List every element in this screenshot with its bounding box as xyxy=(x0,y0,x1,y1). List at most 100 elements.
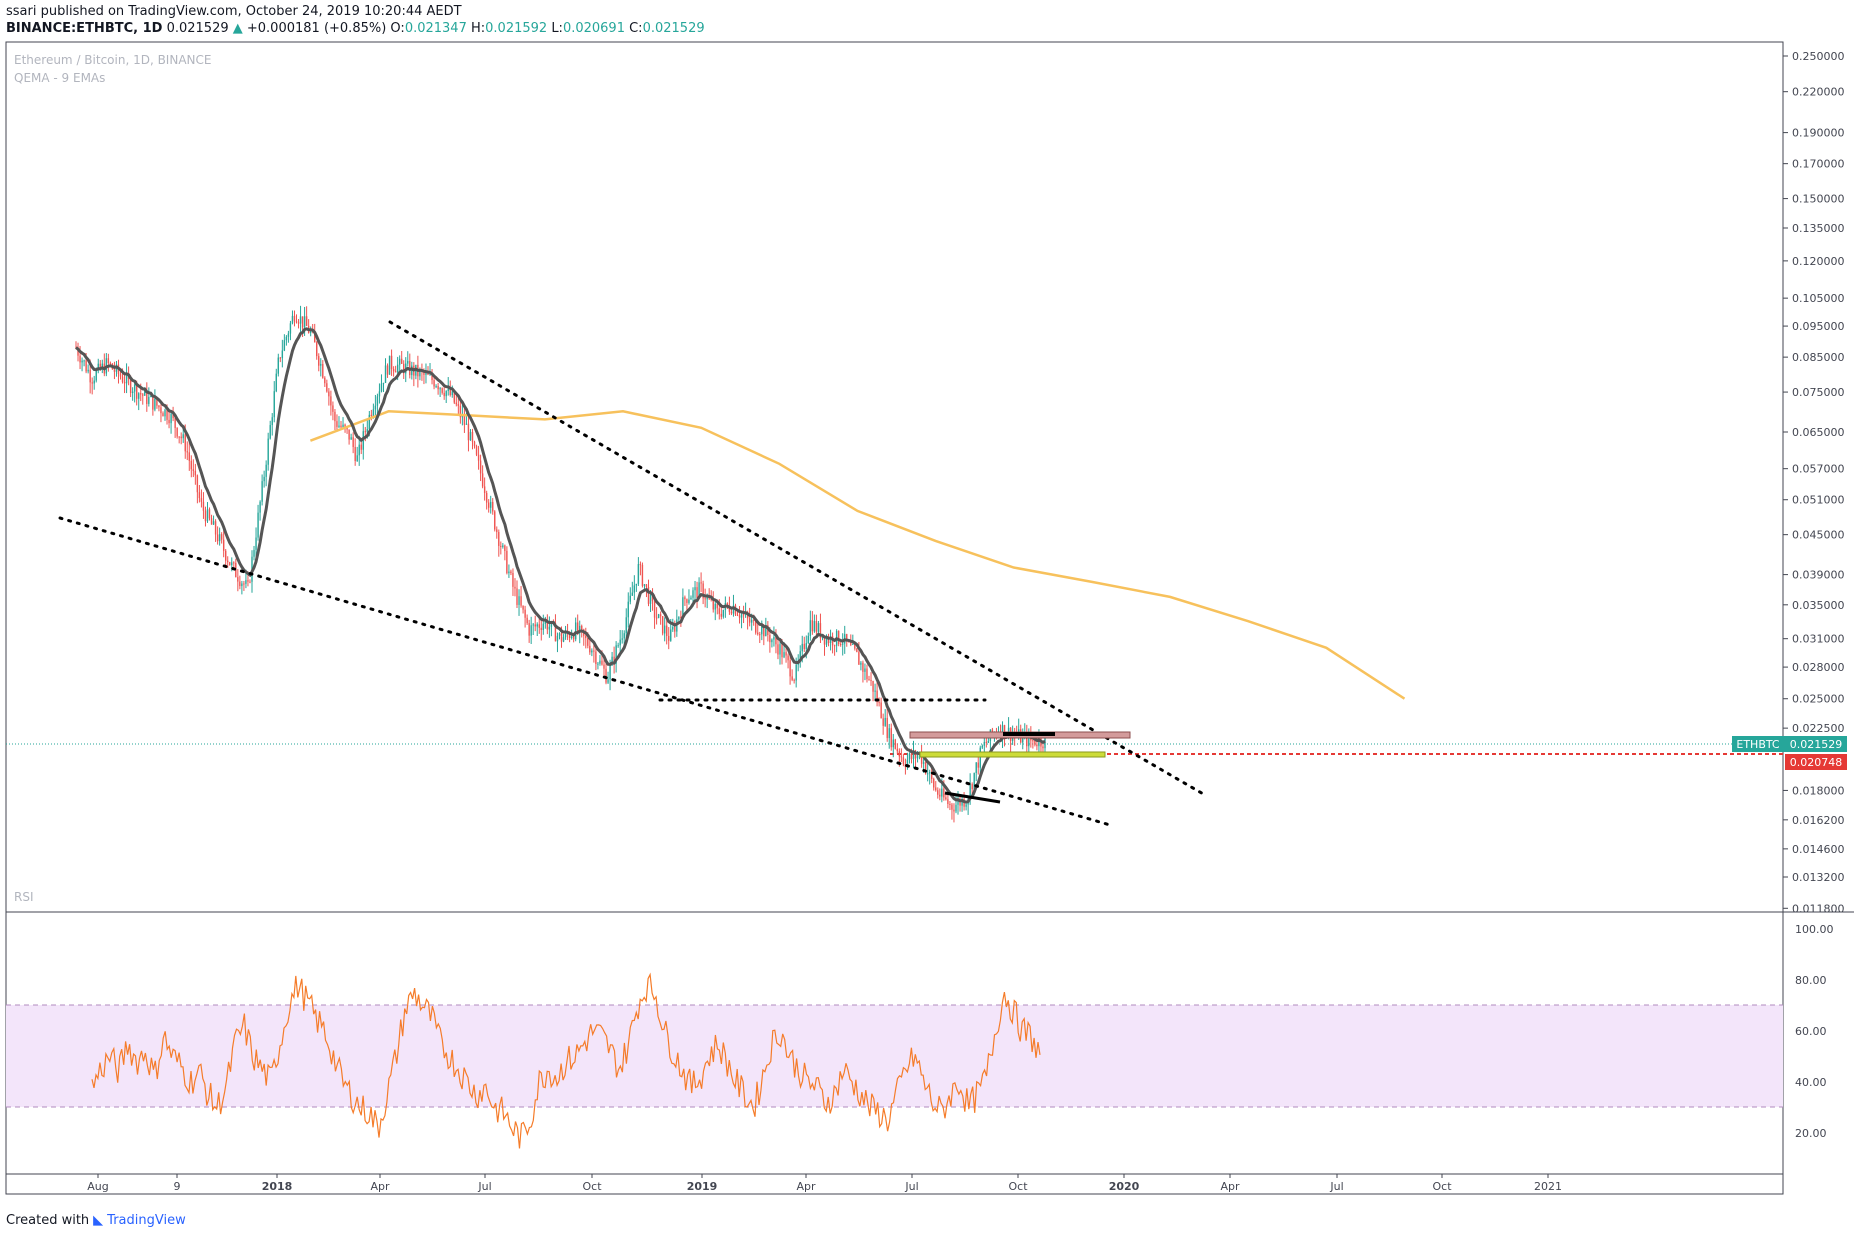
candle-body xyxy=(607,679,609,683)
candle-body xyxy=(534,624,536,627)
candle-body xyxy=(269,425,271,439)
candle-body xyxy=(170,413,172,424)
candle-body xyxy=(214,521,217,535)
candle-body xyxy=(795,664,797,681)
candle-body xyxy=(700,582,702,584)
footer-brand[interactable]: TradingView xyxy=(107,1213,186,1228)
candle-body xyxy=(791,676,793,680)
ema-slow-line xyxy=(309,410,1406,700)
time-tick-8: Jul xyxy=(904,1180,918,1193)
candle-body xyxy=(481,473,484,487)
candle-body xyxy=(775,637,777,645)
candle-body xyxy=(138,393,140,399)
candle-body xyxy=(227,560,229,563)
close-value: 0.021529 xyxy=(642,21,705,36)
candle-body xyxy=(119,374,122,377)
candle-body xyxy=(971,784,973,790)
candle-body xyxy=(158,405,160,408)
candle-body xyxy=(728,605,731,612)
candle-body xyxy=(204,510,207,522)
candle-body xyxy=(801,643,803,652)
candle-body xyxy=(330,396,332,406)
candle-body xyxy=(688,599,690,603)
candle-body xyxy=(663,625,666,634)
candle-body xyxy=(825,638,828,645)
candle-body xyxy=(894,739,897,749)
candle-body xyxy=(576,622,579,633)
last-price-badge xyxy=(1785,736,1847,752)
candle-body xyxy=(358,444,360,456)
candle-body xyxy=(601,660,603,665)
candle-body xyxy=(951,804,953,810)
candle-body xyxy=(487,502,490,508)
candle-body xyxy=(924,762,927,774)
candle-body xyxy=(295,321,298,323)
candle-body xyxy=(514,586,516,589)
candle-body xyxy=(560,633,563,642)
candle-body xyxy=(702,583,704,599)
candle-body xyxy=(396,364,399,373)
red-level-badge-text: 0.020748 xyxy=(1790,756,1843,769)
price-tick-1: 0.220000 xyxy=(1792,86,1845,99)
price-axis[interactable]: 0.250000 0.220000 0.190000 0.170000 0.150000… xyxy=(1783,50,1845,915)
candle-body xyxy=(494,511,496,530)
candle-body xyxy=(368,414,371,430)
time-tick-5: Oct xyxy=(582,1180,602,1193)
candle-body xyxy=(382,382,385,384)
candle-body xyxy=(538,624,540,628)
candle-body xyxy=(781,644,783,658)
candle-body xyxy=(670,629,672,641)
price-tick-8: 0.095000 xyxy=(1792,320,1845,333)
candle-body xyxy=(682,597,684,618)
candle-body xyxy=(263,476,265,482)
candle-body xyxy=(625,617,627,634)
candle-body xyxy=(390,355,393,370)
candle-body xyxy=(862,662,864,672)
candle-body xyxy=(726,603,729,606)
candle-body xyxy=(222,539,225,551)
candle-body xyxy=(370,414,373,417)
candle-body xyxy=(479,460,482,474)
candle-body xyxy=(639,564,642,566)
candle-body xyxy=(896,748,899,752)
candle-body xyxy=(206,509,209,522)
candle-body xyxy=(433,380,435,387)
candle-body xyxy=(722,609,725,617)
time-axis[interactable]: Aug 9 2018 Apr Jul Oct 2019 Apr Jul Oct 2020 Apr Jul… xyxy=(87,1174,1562,1193)
candle-body xyxy=(953,809,955,812)
candle-body xyxy=(645,584,648,587)
candle-body xyxy=(842,643,844,645)
candle-body xyxy=(813,621,816,632)
candle-body xyxy=(597,663,599,665)
candle-body xyxy=(613,656,615,664)
candle-body xyxy=(591,650,593,653)
candle-body xyxy=(641,564,644,586)
candle-body xyxy=(516,588,518,605)
candle-body xyxy=(435,386,437,388)
candle-body xyxy=(196,475,199,493)
candle-body xyxy=(811,620,814,632)
candle-body xyxy=(356,455,358,462)
candle-body xyxy=(817,623,820,632)
candle-body xyxy=(957,799,959,805)
candle-body xyxy=(85,360,87,372)
candle-body xyxy=(184,434,186,452)
rsi-title: RSI xyxy=(14,890,34,904)
candle-body xyxy=(574,622,577,640)
candle-body xyxy=(730,611,733,614)
price-tick-7: 0.105000 xyxy=(1792,292,1845,305)
candle-body xyxy=(629,595,631,602)
candle-body xyxy=(83,360,85,362)
candle-body xyxy=(837,630,840,645)
candle-body xyxy=(198,492,201,499)
time-tick-6: 2019 xyxy=(687,1180,718,1193)
candle-body xyxy=(593,650,595,652)
candle-body xyxy=(77,347,79,356)
candle-body xyxy=(465,423,468,425)
candle-body xyxy=(233,562,235,564)
candle-body xyxy=(532,624,534,626)
candle-body xyxy=(526,617,528,624)
candle-body xyxy=(152,395,154,410)
candle-body xyxy=(706,596,708,600)
